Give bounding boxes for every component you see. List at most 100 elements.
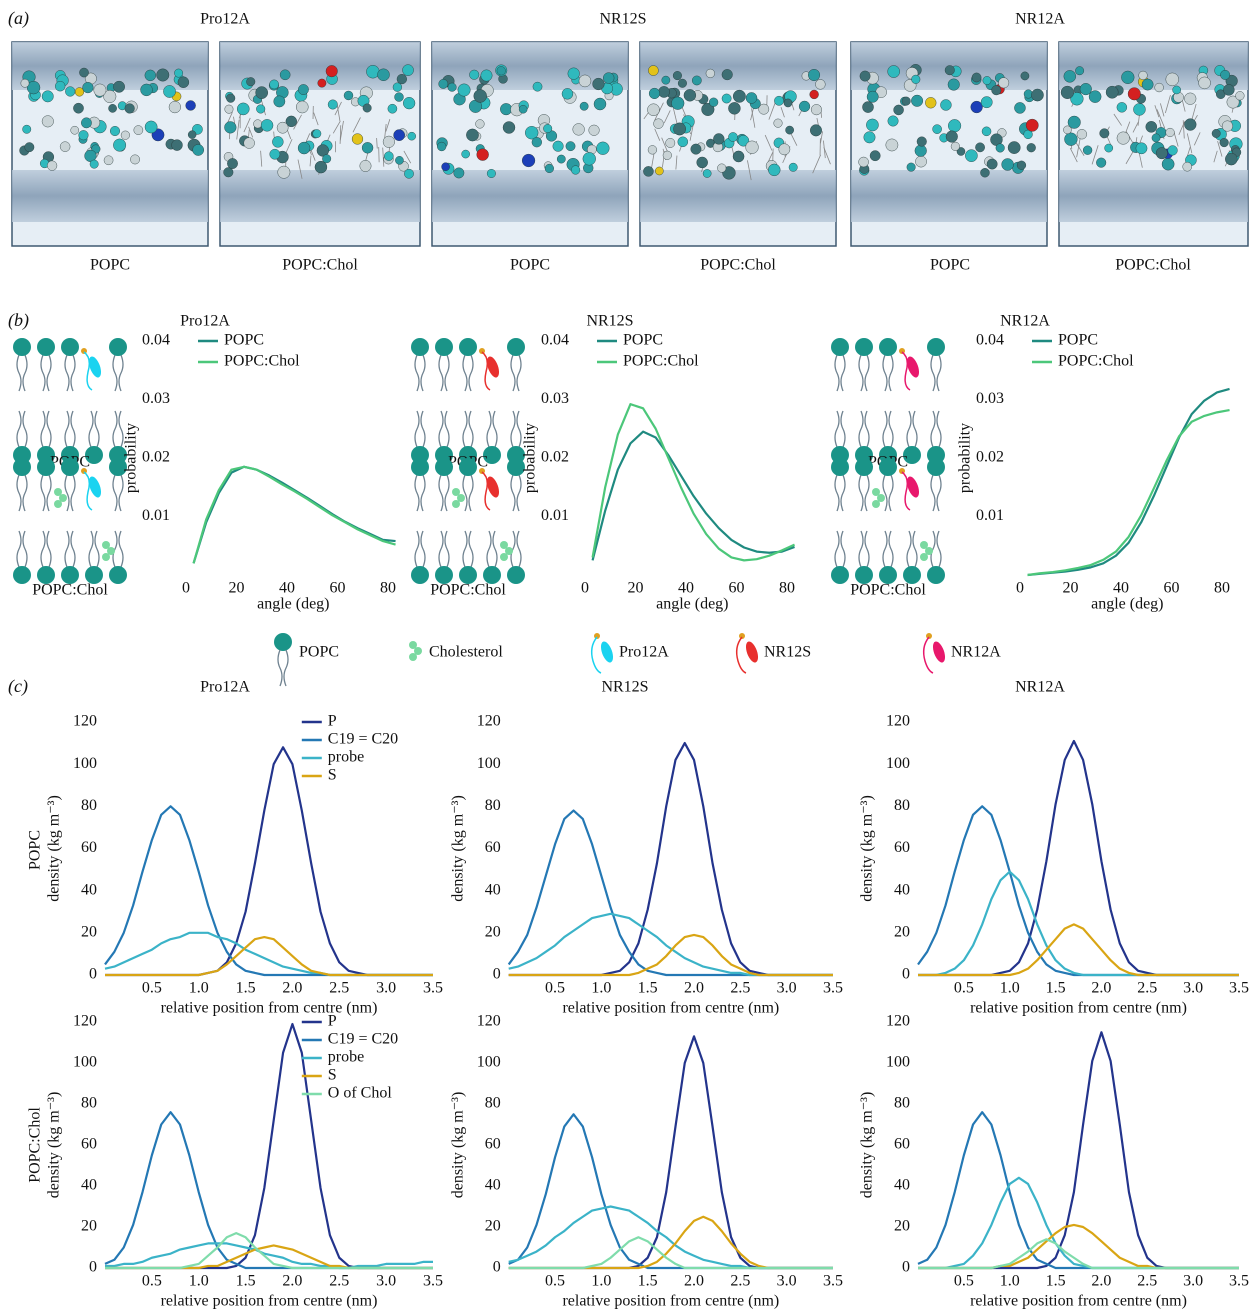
series-line [192,465,396,564]
panel-label: (b) [8,310,29,331]
atom [447,82,457,92]
atom [893,104,904,116]
atom [1211,129,1221,138]
y-tick-label: 0.01 [976,507,1004,524]
cholesterol-stick [1154,105,1160,118]
lipid-tail [16,410,28,448]
atom [1063,70,1077,83]
y-tick-label: 40 [485,1177,501,1194]
atom [396,74,407,85]
lipid-tail [906,410,918,448]
lipid-tail [510,354,522,392]
cholesterol [920,553,928,561]
x-tick-label: 0.5 [954,1273,974,1290]
key-icon [409,641,417,649]
lipid-head [109,338,127,356]
atom [998,77,1010,89]
x-tick-label: 60 [1163,580,1179,597]
cholesterol-stick [1069,147,1078,163]
chart-title: NR12A [1000,313,1050,330]
atom [525,126,539,140]
cholesterol-stick [1178,121,1186,136]
membrane-band [851,170,1047,222]
cholesterol [925,547,933,555]
x-tick-label: 80 [779,580,795,597]
atom [273,95,286,108]
atom [991,85,1002,96]
atom [788,162,798,172]
atom [859,70,871,82]
cholesterol [452,500,460,508]
atom [773,118,783,128]
series-line [508,933,833,977]
x-tick-label: 0 [182,580,190,597]
atom [1096,157,1107,168]
lipid-tail [906,530,918,568]
series-line [1027,408,1230,577]
x-tick-label: 40 [279,580,295,597]
snapshot-caption: POPC:Chol [282,257,358,274]
lipid-head [855,566,873,584]
atom [140,83,153,97]
x-axis-label: relative position from centre (nm) [562,1293,779,1310]
lipid-head [927,338,945,356]
x-tick-label: 3.5 [1229,1273,1249,1290]
atom [359,160,372,172]
probe-tail [83,351,93,391]
atom [243,137,255,149]
atom [236,102,250,116]
atom [778,143,791,156]
legend-label: C19 = C20 [328,731,398,748]
lipid-head [927,458,945,476]
x-tick-label: 40 [678,580,694,597]
atom [717,163,727,173]
atom [113,80,125,93]
lipid-tail [486,530,498,568]
atom [683,89,697,102]
atom [588,124,600,136]
atom [737,135,750,147]
y-tick-label: 0 [902,966,910,983]
atom [382,135,395,148]
legend-label: S [328,1067,337,1084]
y-axis-label: density (kg m⁻³) [859,795,876,902]
atom [1025,118,1039,132]
chart-title: NR12A [1015,679,1065,696]
membrane-band [220,170,420,222]
x-tick-label: 0.5 [545,1273,565,1290]
atom [567,67,580,80]
legend-label: POPC:Chol [623,353,699,370]
x-tick-label: 1.5 [1046,980,1066,997]
atom [377,68,390,81]
y-tick-label: 20 [81,1218,97,1235]
x-tick-label: 0.5 [954,980,974,997]
atom [768,163,781,177]
atom [361,142,374,154]
atom [1161,157,1175,171]
atom [1198,76,1211,90]
lipid-head [109,566,127,584]
legend-label: probe [328,1049,364,1066]
x-axis-label: relative position from centre (nm) [161,1293,378,1310]
atom [932,124,942,134]
key-icon [735,636,747,674]
atom [1064,132,1078,146]
x-tick-label: 1.0 [1000,980,1020,997]
atom [224,104,234,114]
series-line [591,430,795,561]
atom [325,65,338,78]
atom [279,69,291,81]
atom [1063,125,1072,135]
atom [980,168,990,178]
atom [404,168,414,179]
atom [295,100,309,114]
cholesterol-stick [663,110,671,124]
x-tick-label: 1.5 [1046,1273,1066,1290]
snapshot-caption: POPC [90,257,130,274]
x-tick-label: 80 [1214,580,1230,597]
atom [103,90,117,103]
lipid-tail [510,474,522,512]
atom [1070,92,1084,106]
y-tick-label: 0 [89,966,97,983]
